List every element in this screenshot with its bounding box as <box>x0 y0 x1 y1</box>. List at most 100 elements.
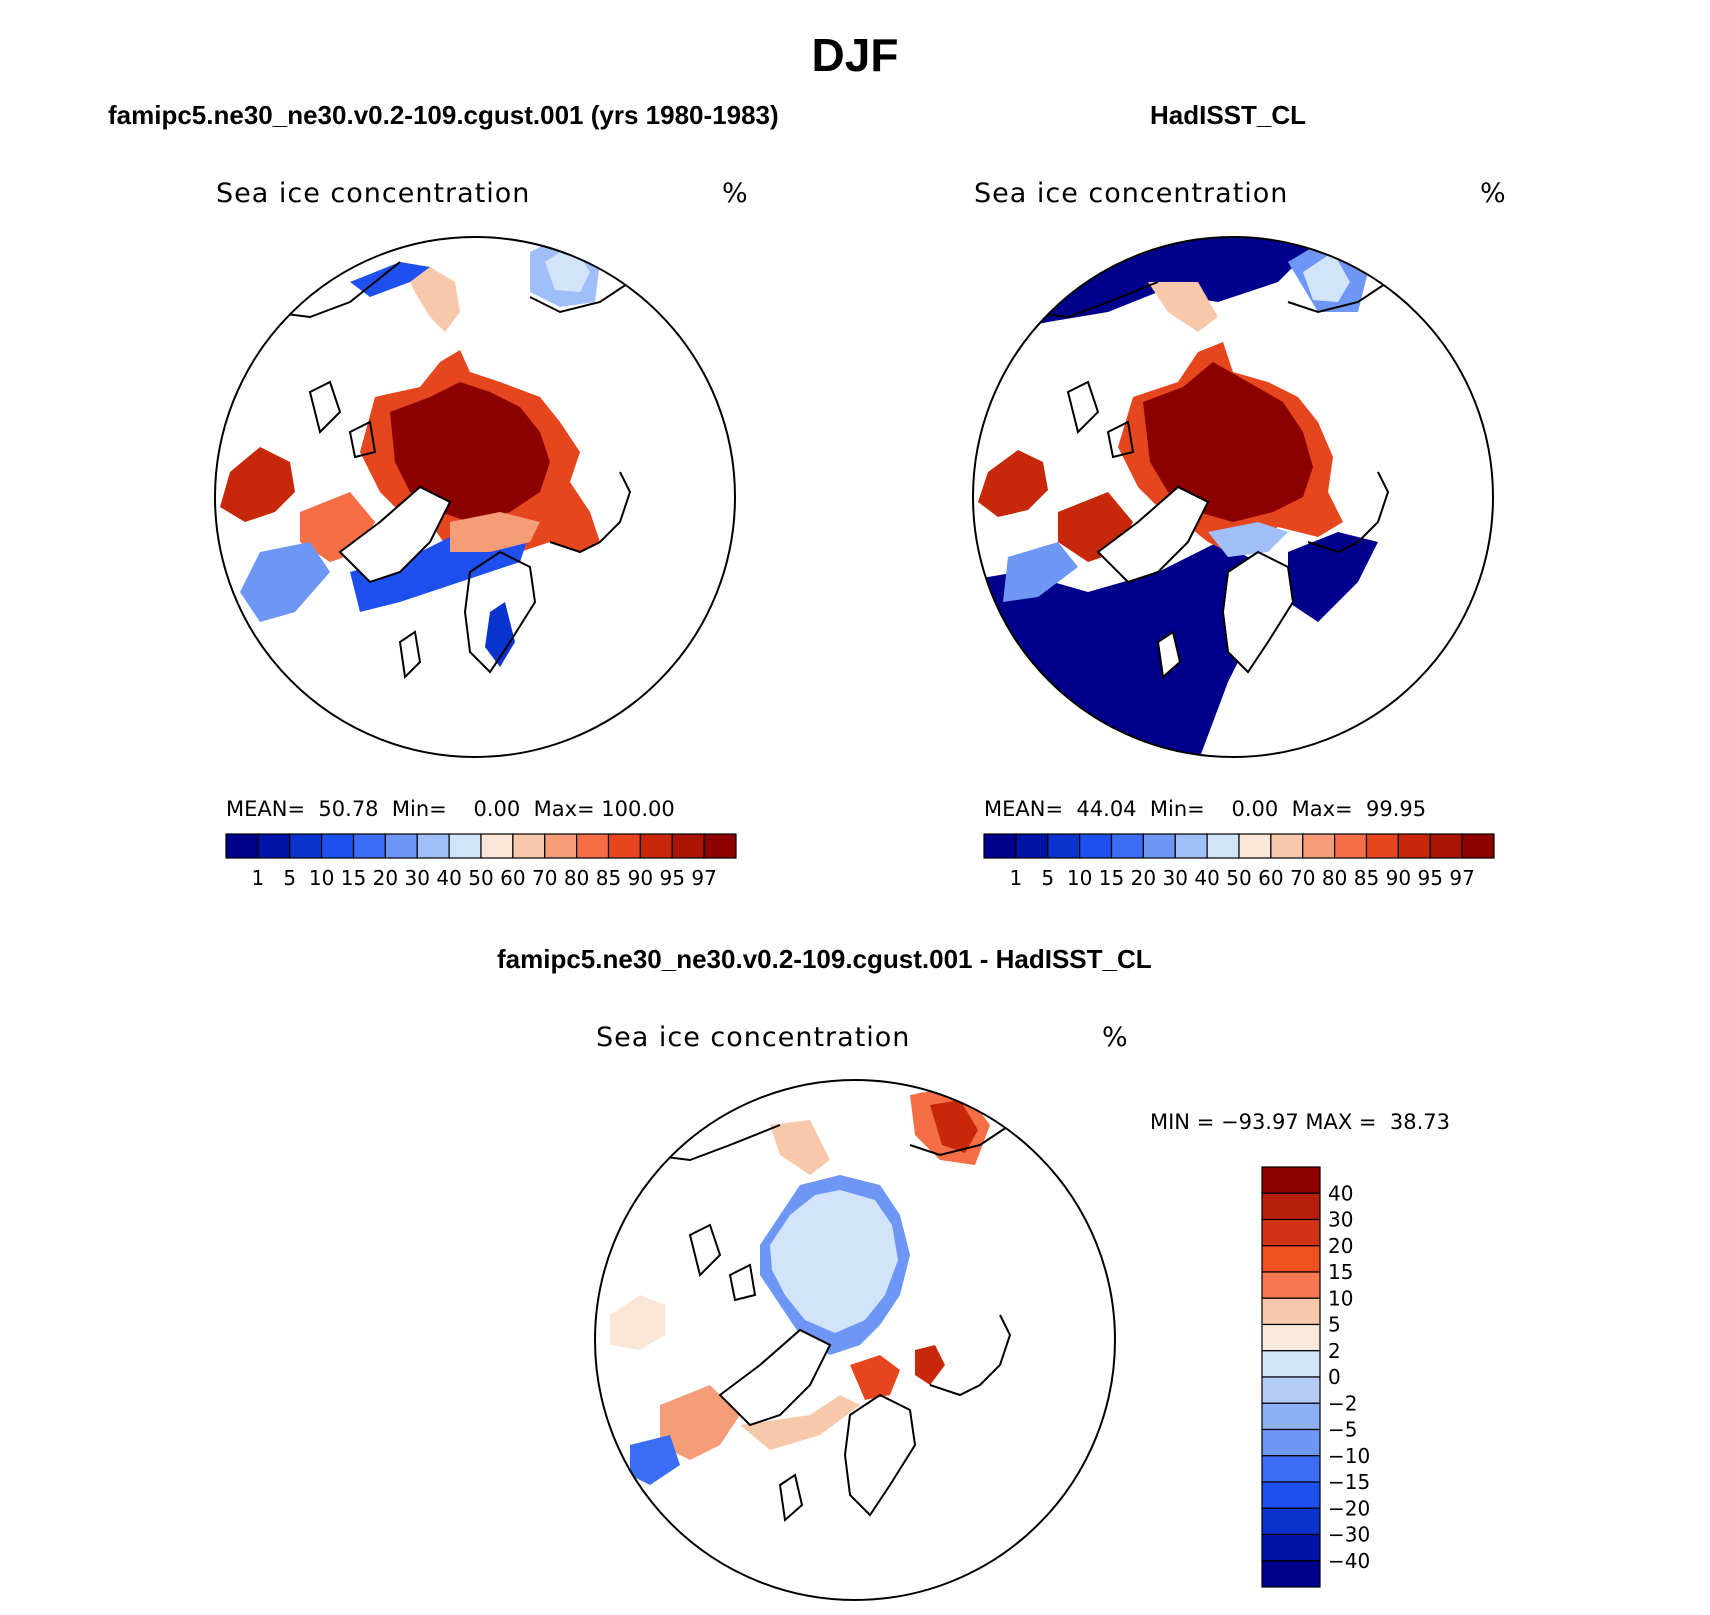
panel2-barents-ice <box>1208 522 1288 557</box>
panel1-max-value: 100.00 <box>601 797 675 821</box>
panel1-colorbar-swatch-0 <box>225 833 259 859</box>
panel2-colorbar-tick-label: 15 <box>1099 866 1124 890</box>
panel3-colorbar-swatch-12 <box>1261 1481 1321 1509</box>
panel2-colorbar-tick-label: 80 <box>1322 866 1347 890</box>
panel2-colorbar-tick-label: 10 <box>1067 866 1092 890</box>
panel3-uk-land <box>778 1473 804 1522</box>
panel1-bering-edge <box>350 262 430 297</box>
panel3-colorbar-swatch-2 <box>1261 1218 1321 1247</box>
panel3-colorbar-swatch-3 <box>1261 1245 1321 1273</box>
panel1-stats: MEAN= 50.78 Min= 0.00 Max= 100.00 <box>226 797 675 821</box>
panel2-max-value: 99.95 <box>1365 797 1427 821</box>
panel2-units-label: % <box>1480 178 1507 209</box>
panel3-colorbar-tick-label: −40 <box>1328 1549 1370 1573</box>
panel3-colorbar-swatch-9 <box>1261 1402 1321 1431</box>
panel3-colorbar-tick-label: 30 <box>1328 1208 1353 1232</box>
panel2-colorbar-swatch-7 <box>1206 833 1240 859</box>
panel2-colorbar-swatch-8 <box>1238 833 1272 859</box>
panel3-stats: MIN = −93.97 MAX = 38.73 <box>1150 1110 1450 1134</box>
panel2-colorbar-tick-label: 85 <box>1354 866 1379 890</box>
panel1-colorbar-swatch-5 <box>384 833 418 859</box>
panel1-hudson-ice <box>220 447 295 522</box>
panel3-polar-map <box>594 1079 1116 1601</box>
panel1-bering-ice <box>400 262 460 332</box>
panel3-colorbar-swatch-0 <box>1261 1166 1321 1194</box>
panel1-mean-label: MEAN= <box>226 797 306 821</box>
panel1-mean-value: 50.78 <box>318 797 379 821</box>
panel2-colorbar-tick-label: 1 <box>1010 866 1023 890</box>
panel1-colorbar-swatch-15 <box>703 833 737 859</box>
panel2-colorbar-tick-label: 97 <box>1449 866 1474 890</box>
panel3-colorbar-swatch-5 <box>1261 1297 1321 1326</box>
panel2-case-title: HadISST_CL <box>1150 100 1307 130</box>
panel2-colorbar-tick-label: 20 <box>1131 866 1156 890</box>
panel3-colorbar-swatch-8 <box>1261 1376 1321 1404</box>
panel3-colorbar-tick-label: 5 <box>1328 1313 1341 1337</box>
panel2-colorbar-swatch-0 <box>983 833 1017 859</box>
panel1-colorbar-tick-label: 60 <box>500 866 525 890</box>
panel2-bering-ice <box>1148 282 1218 332</box>
panel2-colorbar-tick-label: 40 <box>1194 866 1219 890</box>
panel3-kara-diff <box>915 1345 945 1385</box>
panel1-labrador-ice <box>240 542 330 622</box>
panel3-colorbar-tick-label: 20 <box>1328 1234 1353 1258</box>
panel2-polar-map <box>972 236 1494 758</box>
panel3-colorbar-tick-label: −5 <box>1328 1418 1357 1442</box>
panel3-colorbar-swatch-10 <box>1261 1428 1321 1457</box>
panel3-greenland-land <box>718 1328 832 1427</box>
panel2-colorbar-swatch-6 <box>1174 833 1208 859</box>
panel3-colorbar-swatch-7 <box>1261 1350 1321 1378</box>
panel3-colorbar-tick-label: −15 <box>1328 1470 1370 1494</box>
panel1-colorbar-tick-label: 10 <box>309 866 334 890</box>
panel1-colorbar-tick-label: 20 <box>373 866 398 890</box>
panel1-colorbar-swatch-9 <box>512 833 546 859</box>
panel3-colorbar-swatch-13 <box>1261 1507 1321 1536</box>
panel1-colorbar: 1 5 10 15 20 30 40 50 60 70 80 85 90 95 97 <box>225 833 737 890</box>
panel3-colorbar-tick-label: 40 <box>1328 1181 1353 1205</box>
panel2-canada-islands <box>1066 380 1135 459</box>
panel2-uk-land <box>1156 630 1182 679</box>
panel1-colorbar-tick-label: 40 <box>436 866 461 890</box>
panel2-colorbar-swatch-12 <box>1365 833 1399 859</box>
panel1-uk-coast <box>398 630 422 680</box>
panel2-colorbar-swatch-1 <box>1015 833 1049 859</box>
panel3-min-value: −93.97 <box>1220 1110 1299 1134</box>
panel2-colorbar-tick-label: 60 <box>1258 866 1283 890</box>
panel2-min-label: Min= <box>1149 797 1205 821</box>
panel1-colorbar-tick-label: 5 <box>283 866 296 890</box>
panel1-max-label: Max= <box>533 797 595 821</box>
panel1-scandinavia-land <box>463 550 537 674</box>
panel3-colorbar-swatch-15 <box>1261 1560 1321 1588</box>
panel3-canada-islands <box>688 1223 757 1302</box>
panel1-colorbar-tick-label: 95 <box>660 866 685 890</box>
panel1-eurasia-coast <box>549 471 632 554</box>
panel2-norwegian-open-ocean <box>1288 532 1378 622</box>
panel1-siberia-coast <box>529 281 631 314</box>
panel3-colorbar-tick-label: −30 <box>1328 1523 1370 1547</box>
panel2-mean-label: MEAN= <box>984 797 1064 821</box>
panel3-colorbar-swatch-6 <box>1261 1323 1321 1352</box>
panel1-colorbar-swatch-11 <box>576 833 610 859</box>
panel1-colorbar-swatch-6 <box>416 833 450 859</box>
panel3-norwegian-diff <box>740 1395 860 1450</box>
panel3-colorbar-tick-label: −2 <box>1328 1391 1357 1415</box>
panel3-colorbar-tick-label: −10 <box>1328 1444 1370 1468</box>
panel2-colorbar-swatch-11 <box>1334 833 1368 859</box>
panel1-colorbar-swatch-3 <box>321 833 355 859</box>
panel3-colorbar-swatch-11 <box>1261 1455 1321 1483</box>
panel1-canada-islands <box>308 380 377 459</box>
panel3-min-label: MIN = <box>1150 1110 1215 1134</box>
panel1-colorbar-swatch-10 <box>544 833 578 859</box>
panel2-colorbar-swatch-13 <box>1397 833 1431 859</box>
panel3-barents-diff <box>850 1355 900 1400</box>
panel1-colorbar-tick-label: 1 <box>252 866 265 890</box>
panel2-colorbar-swatch-4 <box>1110 833 1144 859</box>
panel3-variable-label: Sea ice concentration <box>596 1022 911 1053</box>
panel1-case-title: famipc5.ne30_ne30.v0.2-109.cgust.001 (yr… <box>108 100 779 130</box>
panel1-variable-label: Sea ice concentration <box>216 178 531 209</box>
panel2-colorbar-swatch-15 <box>1461 833 1495 859</box>
panel1-colorbar-tick-label: 30 <box>405 866 430 890</box>
panel3-scandinavia-land <box>843 1393 917 1517</box>
panel1-colorbar-swatch-14 <box>671 833 705 859</box>
